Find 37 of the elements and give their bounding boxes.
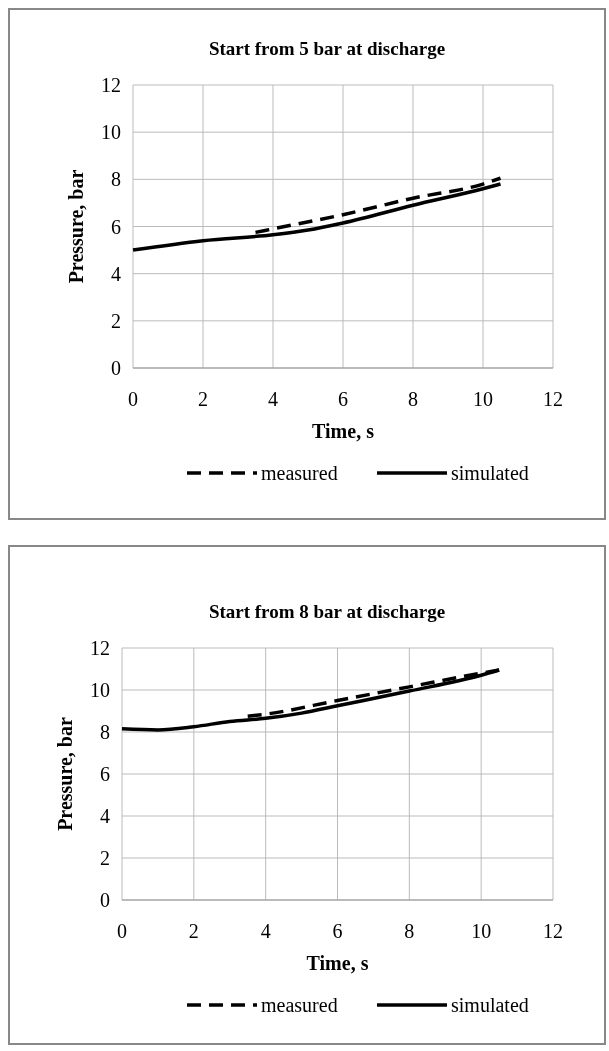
x-tick-label: 8 xyxy=(408,388,418,410)
y-tick-label: 0 xyxy=(100,889,110,911)
y-tick-label: 6 xyxy=(100,763,110,785)
x-tick-label: 4 xyxy=(260,920,271,942)
x-tick-label: 6 xyxy=(338,388,348,410)
y-tick-label: 10 xyxy=(101,121,121,144)
y-tick-label: 2 xyxy=(100,847,110,869)
x-tick-label: 0 xyxy=(128,388,138,410)
x-tick-label: 10 xyxy=(473,388,493,410)
chart-title: Start from 8 bar at discharge xyxy=(208,601,446,622)
y-tick-label: 8 xyxy=(100,721,110,743)
x-tick-label: 10 xyxy=(471,920,492,942)
legend-label: measured xyxy=(261,994,338,1016)
x-tick-label: 6 xyxy=(332,920,343,942)
x-tick-label: 4 xyxy=(268,388,278,410)
x-axis-title: Time, s xyxy=(312,420,375,442)
y-tick-label: 12 xyxy=(101,74,121,96)
y-tick-label: 10 xyxy=(90,679,110,701)
y-axis-title: Pressure, bar xyxy=(54,717,76,831)
legend-label: simulated xyxy=(451,462,529,484)
x-axis-title: Time, s xyxy=(306,952,369,974)
y-tick-label: 0 xyxy=(111,357,121,379)
x-tick-label: 2 xyxy=(198,388,208,410)
x-tick-label: 2 xyxy=(188,920,199,942)
x-tick-label: 8 xyxy=(404,920,415,942)
legend-label: measured xyxy=(261,462,338,484)
x-tick-label: 12 xyxy=(543,920,563,942)
y-tick-label: 4 xyxy=(100,805,110,827)
chart-title: Start from 5 bar at discharge xyxy=(208,38,446,59)
y-tick-label: 4 xyxy=(111,262,121,285)
y-tick-label: 6 xyxy=(111,215,121,238)
y-tick-label: 12 xyxy=(90,637,110,659)
y-axis-title: Pressure, bar xyxy=(65,169,87,284)
legend-label: simulated xyxy=(451,994,529,1016)
y-tick-label: 8 xyxy=(111,168,121,191)
y-tick-label: 2 xyxy=(111,309,121,332)
x-tick-label: 12 xyxy=(543,388,563,410)
